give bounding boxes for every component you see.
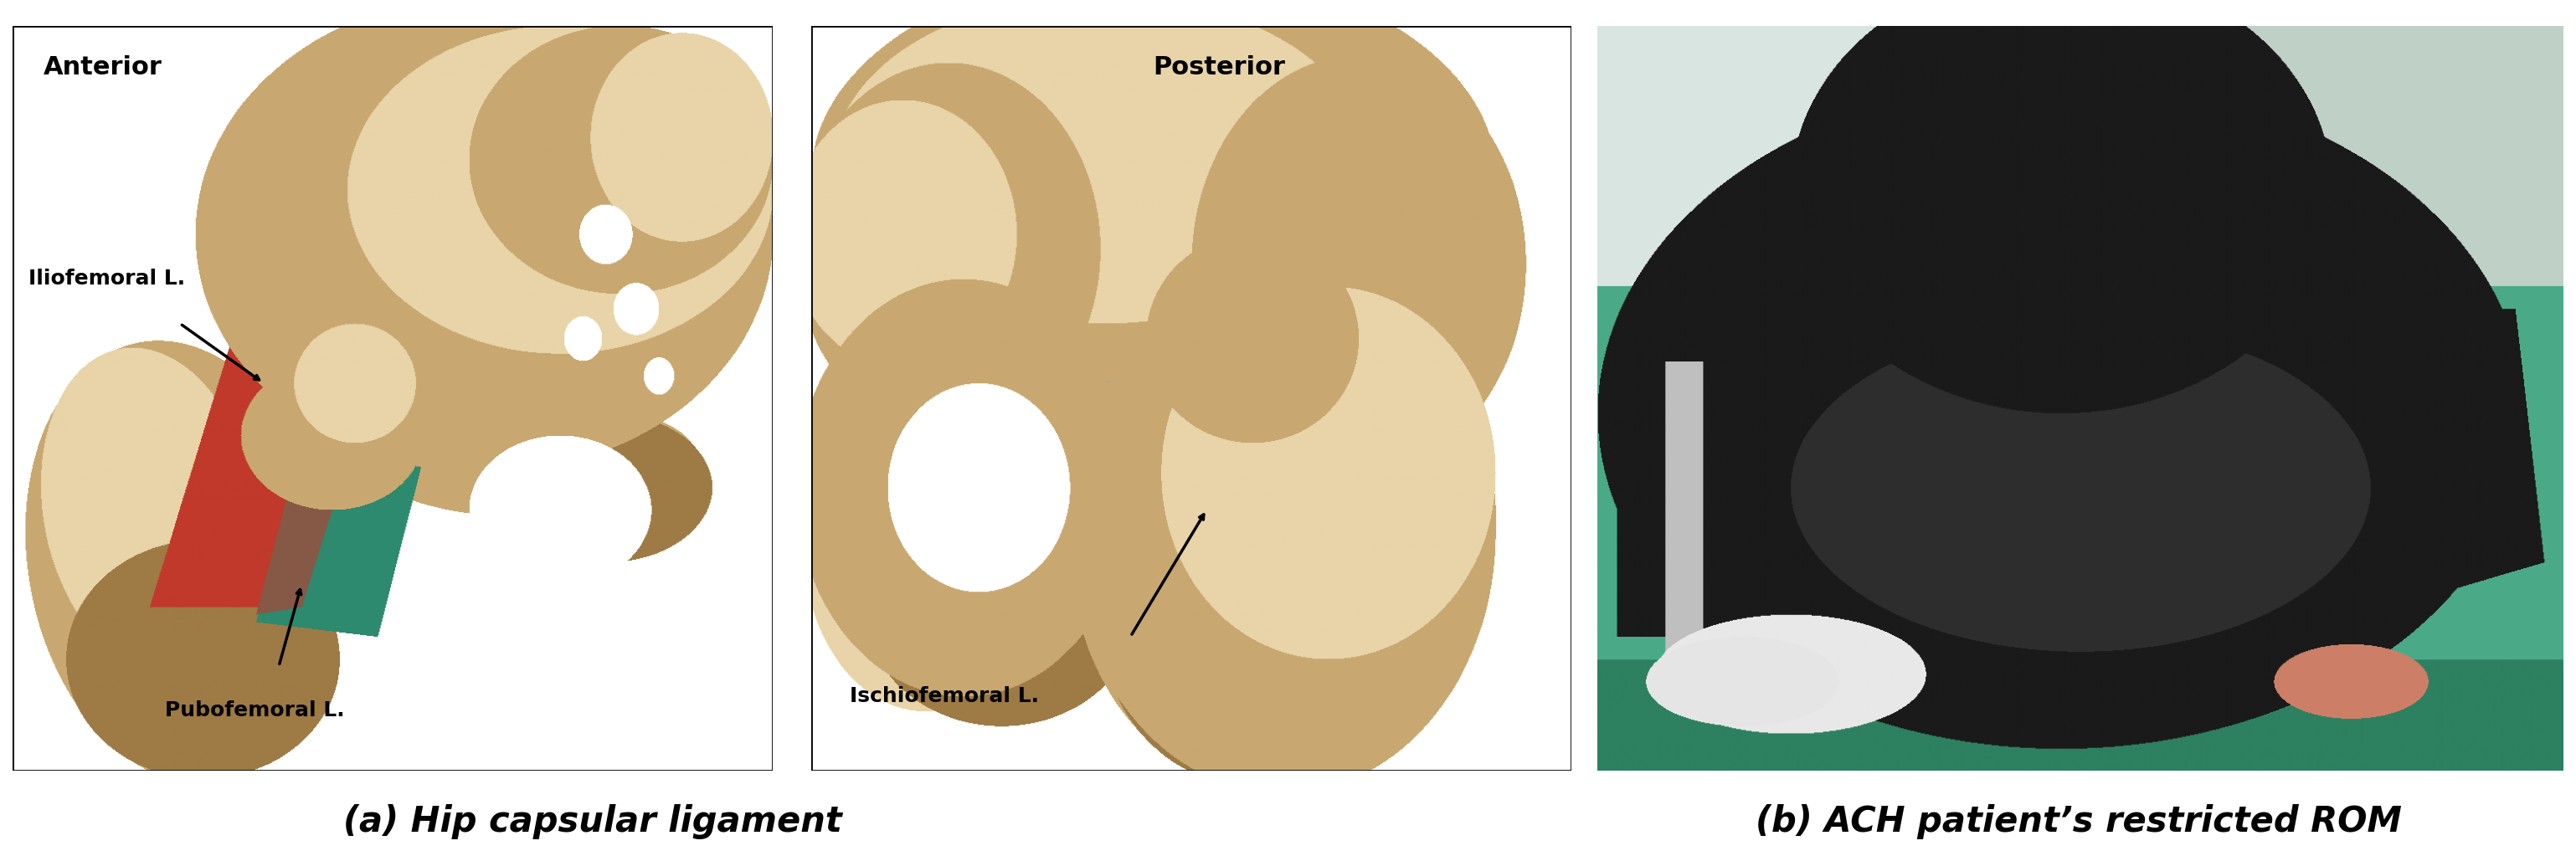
Text: Ischiofemoral L.: Ischiofemoral L. xyxy=(850,686,1038,706)
Text: (a) Hip capsular ligament: (a) Hip capsular ligament xyxy=(343,804,842,840)
Text: Pubofemoral L.: Pubofemoral L. xyxy=(165,701,345,721)
Text: Iliofemoral L.: Iliofemoral L. xyxy=(28,269,185,289)
Text: Posterior: Posterior xyxy=(1154,56,1285,80)
Text: Anterior: Anterior xyxy=(44,56,162,80)
Text: (b) ACH patient’s restricted ROM: (b) ACH patient’s restricted ROM xyxy=(1757,804,2401,840)
